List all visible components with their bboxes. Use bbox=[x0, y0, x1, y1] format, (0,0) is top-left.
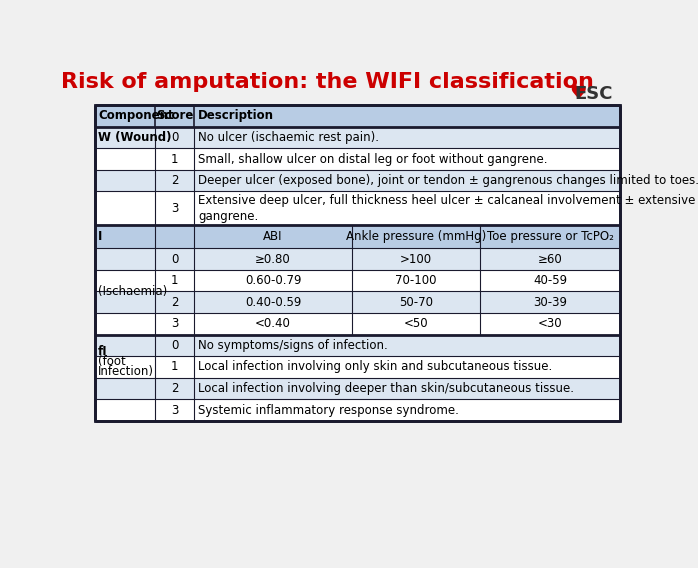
Text: <30: <30 bbox=[537, 318, 563, 331]
Bar bbox=[95, 356, 621, 378]
Text: I: I bbox=[98, 230, 103, 243]
Text: 2: 2 bbox=[171, 174, 179, 187]
Bar bbox=[95, 127, 621, 148]
Text: Component: Component bbox=[98, 110, 174, 122]
Text: No ulcer (ischaemic rest pain).: No ulcer (ischaemic rest pain). bbox=[198, 131, 379, 144]
Text: 0: 0 bbox=[171, 253, 179, 266]
Text: ESC: ESC bbox=[574, 85, 613, 103]
Text: 0.60-0.79: 0.60-0.79 bbox=[245, 274, 302, 287]
Text: fI: fI bbox=[98, 345, 107, 358]
Text: Systemic inflammatory response syndrome.: Systemic inflammatory response syndrome. bbox=[198, 403, 459, 416]
Text: <0.40: <0.40 bbox=[255, 318, 291, 331]
Bar bbox=[95, 291, 621, 313]
Text: 0.40-0.59: 0.40-0.59 bbox=[245, 296, 302, 309]
Text: Local infection involving deeper than skin/subcutaneous tissue.: Local infection involving deeper than sk… bbox=[198, 382, 574, 395]
Text: Extensive deep ulcer, full thickness heel ulcer ± calcaneal involvement ± extens: Extensive deep ulcer, full thickness hee… bbox=[198, 194, 695, 223]
Text: (Ischaemia): (Ischaemia) bbox=[98, 285, 168, 298]
Bar bbox=[95, 225, 621, 248]
Text: 50-70: 50-70 bbox=[399, 296, 433, 309]
Text: 70-100: 70-100 bbox=[395, 274, 437, 287]
Text: W (Wound): W (Wound) bbox=[98, 131, 172, 144]
Bar bbox=[95, 148, 621, 170]
Text: 2: 2 bbox=[171, 296, 179, 309]
Text: Toe pressure or TcPO₂: Toe pressure or TcPO₂ bbox=[487, 230, 614, 243]
Text: Small, shallow ulcer on distal leg or foot without gangrene.: Small, shallow ulcer on distal leg or fo… bbox=[198, 153, 547, 165]
Text: Local infection involving only skin and subcutaneous tissue.: Local infection involving only skin and … bbox=[198, 361, 552, 373]
Text: ABI: ABI bbox=[263, 230, 283, 243]
Text: 3: 3 bbox=[171, 403, 179, 416]
Text: 40-59: 40-59 bbox=[533, 274, 567, 287]
Bar bbox=[95, 399, 621, 421]
Text: Risk of amputation: the WIFI classification: Risk of amputation: the WIFI classificat… bbox=[61, 72, 594, 92]
Text: 3: 3 bbox=[171, 318, 179, 331]
Text: No symptoms/signs of infection.: No symptoms/signs of infection. bbox=[198, 339, 388, 352]
Bar bbox=[95, 105, 621, 421]
Bar bbox=[95, 248, 621, 270]
Text: 1: 1 bbox=[171, 274, 179, 287]
Text: ≥0.80: ≥0.80 bbox=[255, 253, 291, 266]
Bar bbox=[95, 170, 621, 191]
Text: 3: 3 bbox=[171, 202, 179, 215]
Text: Ankle pressure (mmHg): Ankle pressure (mmHg) bbox=[346, 230, 486, 243]
Text: 0: 0 bbox=[171, 131, 179, 144]
Text: Score: Score bbox=[156, 110, 193, 122]
Bar bbox=[95, 191, 621, 225]
Text: >100: >100 bbox=[400, 253, 432, 266]
Text: 1: 1 bbox=[171, 361, 179, 373]
Bar bbox=[95, 378, 621, 399]
Text: Infection): Infection) bbox=[98, 365, 154, 378]
Text: (foot: (foot bbox=[98, 356, 126, 368]
Text: Deeper ulcer (exposed bone), joint or tendon ± gangrenous changes limited to toe: Deeper ulcer (exposed bone), joint or te… bbox=[198, 174, 698, 187]
Text: 30-39: 30-39 bbox=[533, 296, 567, 309]
Bar bbox=[95, 335, 621, 356]
Text: Description: Description bbox=[198, 110, 274, 122]
Text: ≥60: ≥60 bbox=[537, 253, 563, 266]
Text: 0: 0 bbox=[171, 339, 179, 352]
Text: 1: 1 bbox=[171, 153, 179, 165]
Bar bbox=[95, 105, 621, 127]
Text: 2: 2 bbox=[171, 382, 179, 395]
Bar bbox=[95, 270, 621, 291]
Text: <50: <50 bbox=[403, 318, 428, 331]
Bar bbox=[95, 313, 621, 335]
Text: ♥: ♥ bbox=[569, 84, 586, 103]
